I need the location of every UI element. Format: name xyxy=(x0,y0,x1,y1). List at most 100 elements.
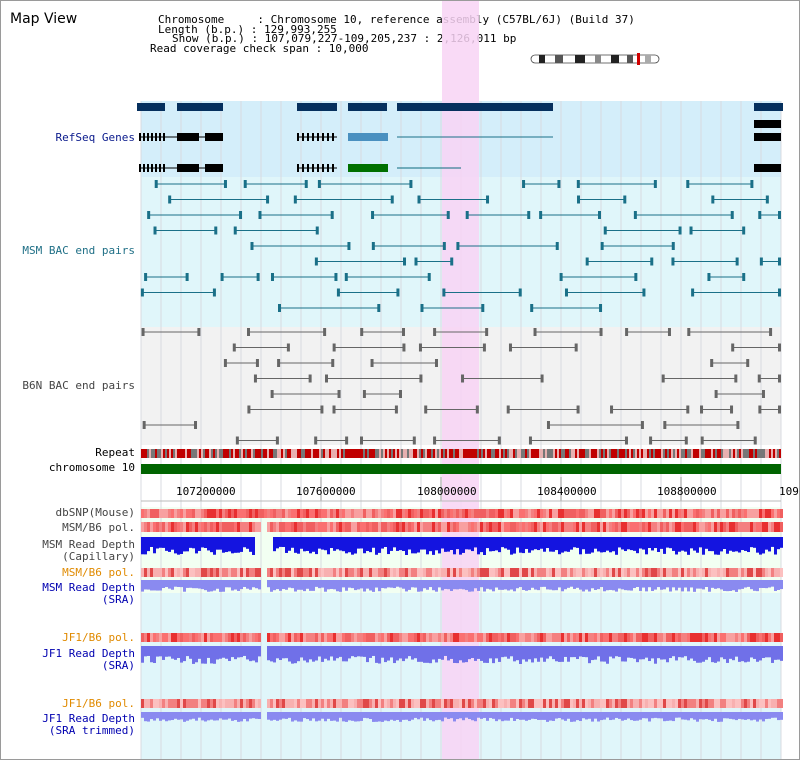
b6n-bac-pair-end xyxy=(223,359,227,367)
polymorphism-cell xyxy=(162,509,165,518)
read-depth-bar xyxy=(468,537,471,550)
repeat-bar xyxy=(199,449,201,458)
polymorphism-cell xyxy=(276,522,279,532)
polymorphism-cell xyxy=(774,633,777,642)
repeat-bar xyxy=(235,449,237,458)
polymorphism-cell xyxy=(654,509,657,518)
repeat-bar xyxy=(183,449,185,458)
read-depth-bar xyxy=(756,712,759,722)
b6n-bac-pair-end xyxy=(730,405,734,414)
b6n-bac-pair-end xyxy=(482,343,486,352)
polymorphism-cell xyxy=(141,568,144,577)
polymorphism-cell xyxy=(324,568,327,577)
b6n-bac-pair-end xyxy=(508,343,512,352)
read-depth-bar xyxy=(282,712,285,719)
read-depth-bar xyxy=(195,580,198,589)
read-depth-bar xyxy=(747,537,750,553)
repeat-bar xyxy=(645,449,647,458)
read-depth-bar xyxy=(756,646,759,662)
chromosome-ideogram[interactable] xyxy=(529,53,661,65)
repeat-bar xyxy=(727,449,729,458)
polymorphism-cell xyxy=(417,699,420,708)
read-depth-bar xyxy=(330,712,333,721)
read-depth-bar xyxy=(669,712,672,721)
read-depth-bar xyxy=(711,712,714,722)
polymorphism-cell xyxy=(201,509,204,518)
polymorphism-cell xyxy=(636,509,639,518)
read-depth-bar xyxy=(207,646,210,658)
repeat-bar xyxy=(181,449,183,458)
polymorphism-cell xyxy=(255,509,258,518)
read-depth-bar xyxy=(162,580,165,588)
read-depth-bar xyxy=(687,580,690,592)
repeat-bar xyxy=(449,449,451,458)
read-depth-bar xyxy=(531,537,534,551)
read-depth-bar xyxy=(477,712,480,718)
polymorphism-cell xyxy=(297,633,300,642)
repeat-bar xyxy=(675,449,677,458)
polymorphism-cell xyxy=(201,522,204,532)
repeat-bar xyxy=(277,449,279,458)
read-depth-bar xyxy=(462,580,465,590)
polymorphism-cell xyxy=(621,699,624,708)
read-depth-bar xyxy=(309,646,312,660)
polymorphism-cell xyxy=(534,509,537,518)
polymorphism-cell xyxy=(324,699,327,708)
polymorphism-cell xyxy=(624,633,627,642)
read-depth-bar xyxy=(201,580,204,590)
read-depth-bar xyxy=(438,646,441,659)
polymorphism-cell xyxy=(480,509,483,518)
polymorphism-cell xyxy=(705,509,708,518)
read-depth-bar xyxy=(735,580,738,592)
polymorphism-cell xyxy=(237,568,240,577)
read-depth-bar xyxy=(657,646,660,659)
read-depth-bar xyxy=(666,712,669,721)
polymorphism-cell xyxy=(708,633,711,642)
read-depth-bar xyxy=(561,712,564,720)
read-depth-bar xyxy=(501,580,504,590)
polymorphism-cell xyxy=(711,509,714,518)
polymorphism-cell xyxy=(447,568,450,577)
read-depth-bar xyxy=(540,646,543,658)
read-depth-bar xyxy=(309,712,312,721)
polymorphism-cell xyxy=(747,699,750,708)
read-depth-bar xyxy=(585,580,588,590)
polymorphism-cell xyxy=(504,633,507,642)
read-depth-bar xyxy=(744,537,747,551)
polymorphism-cell xyxy=(405,509,408,518)
read-depth-bar xyxy=(675,537,678,555)
repeat-bar xyxy=(485,449,487,458)
read-depth-bar xyxy=(390,580,393,588)
polymorphism-cell xyxy=(345,699,348,708)
read-depth-bar xyxy=(729,580,732,591)
read-depth-bar xyxy=(156,712,159,719)
polymorphism-cell xyxy=(210,699,213,708)
polymorphism-cell xyxy=(384,522,387,532)
polymorphism-cell xyxy=(771,699,774,708)
repeat-bar xyxy=(607,449,609,458)
read-depth-bar xyxy=(147,537,150,552)
polymorphism-cell xyxy=(216,633,219,642)
polymorphism-cell xyxy=(615,568,618,577)
polymorphism-cell xyxy=(447,699,450,708)
polymorphism-cell xyxy=(621,522,624,532)
highlight-column xyxy=(442,1,479,759)
read-depth-bar xyxy=(615,537,618,555)
polymorphism-cell xyxy=(258,509,261,518)
repeat-bar xyxy=(407,449,409,458)
gene-exon xyxy=(159,133,161,141)
polymorphism-cell xyxy=(687,568,690,577)
polymorphism-cell xyxy=(669,509,672,518)
read-depth-bar xyxy=(429,712,432,721)
read-depth-bar xyxy=(546,712,549,722)
read-depth-bar xyxy=(543,580,546,587)
read-depth-bar xyxy=(408,537,411,550)
repeat-bar xyxy=(405,449,407,458)
b6n-bac-pair-end xyxy=(337,390,341,398)
read-depth-bar xyxy=(213,537,216,555)
polymorphism-cell xyxy=(330,522,333,532)
read-depth-bar xyxy=(399,712,402,722)
read-depth-bar xyxy=(192,712,195,719)
read-depth-bar xyxy=(351,537,354,555)
